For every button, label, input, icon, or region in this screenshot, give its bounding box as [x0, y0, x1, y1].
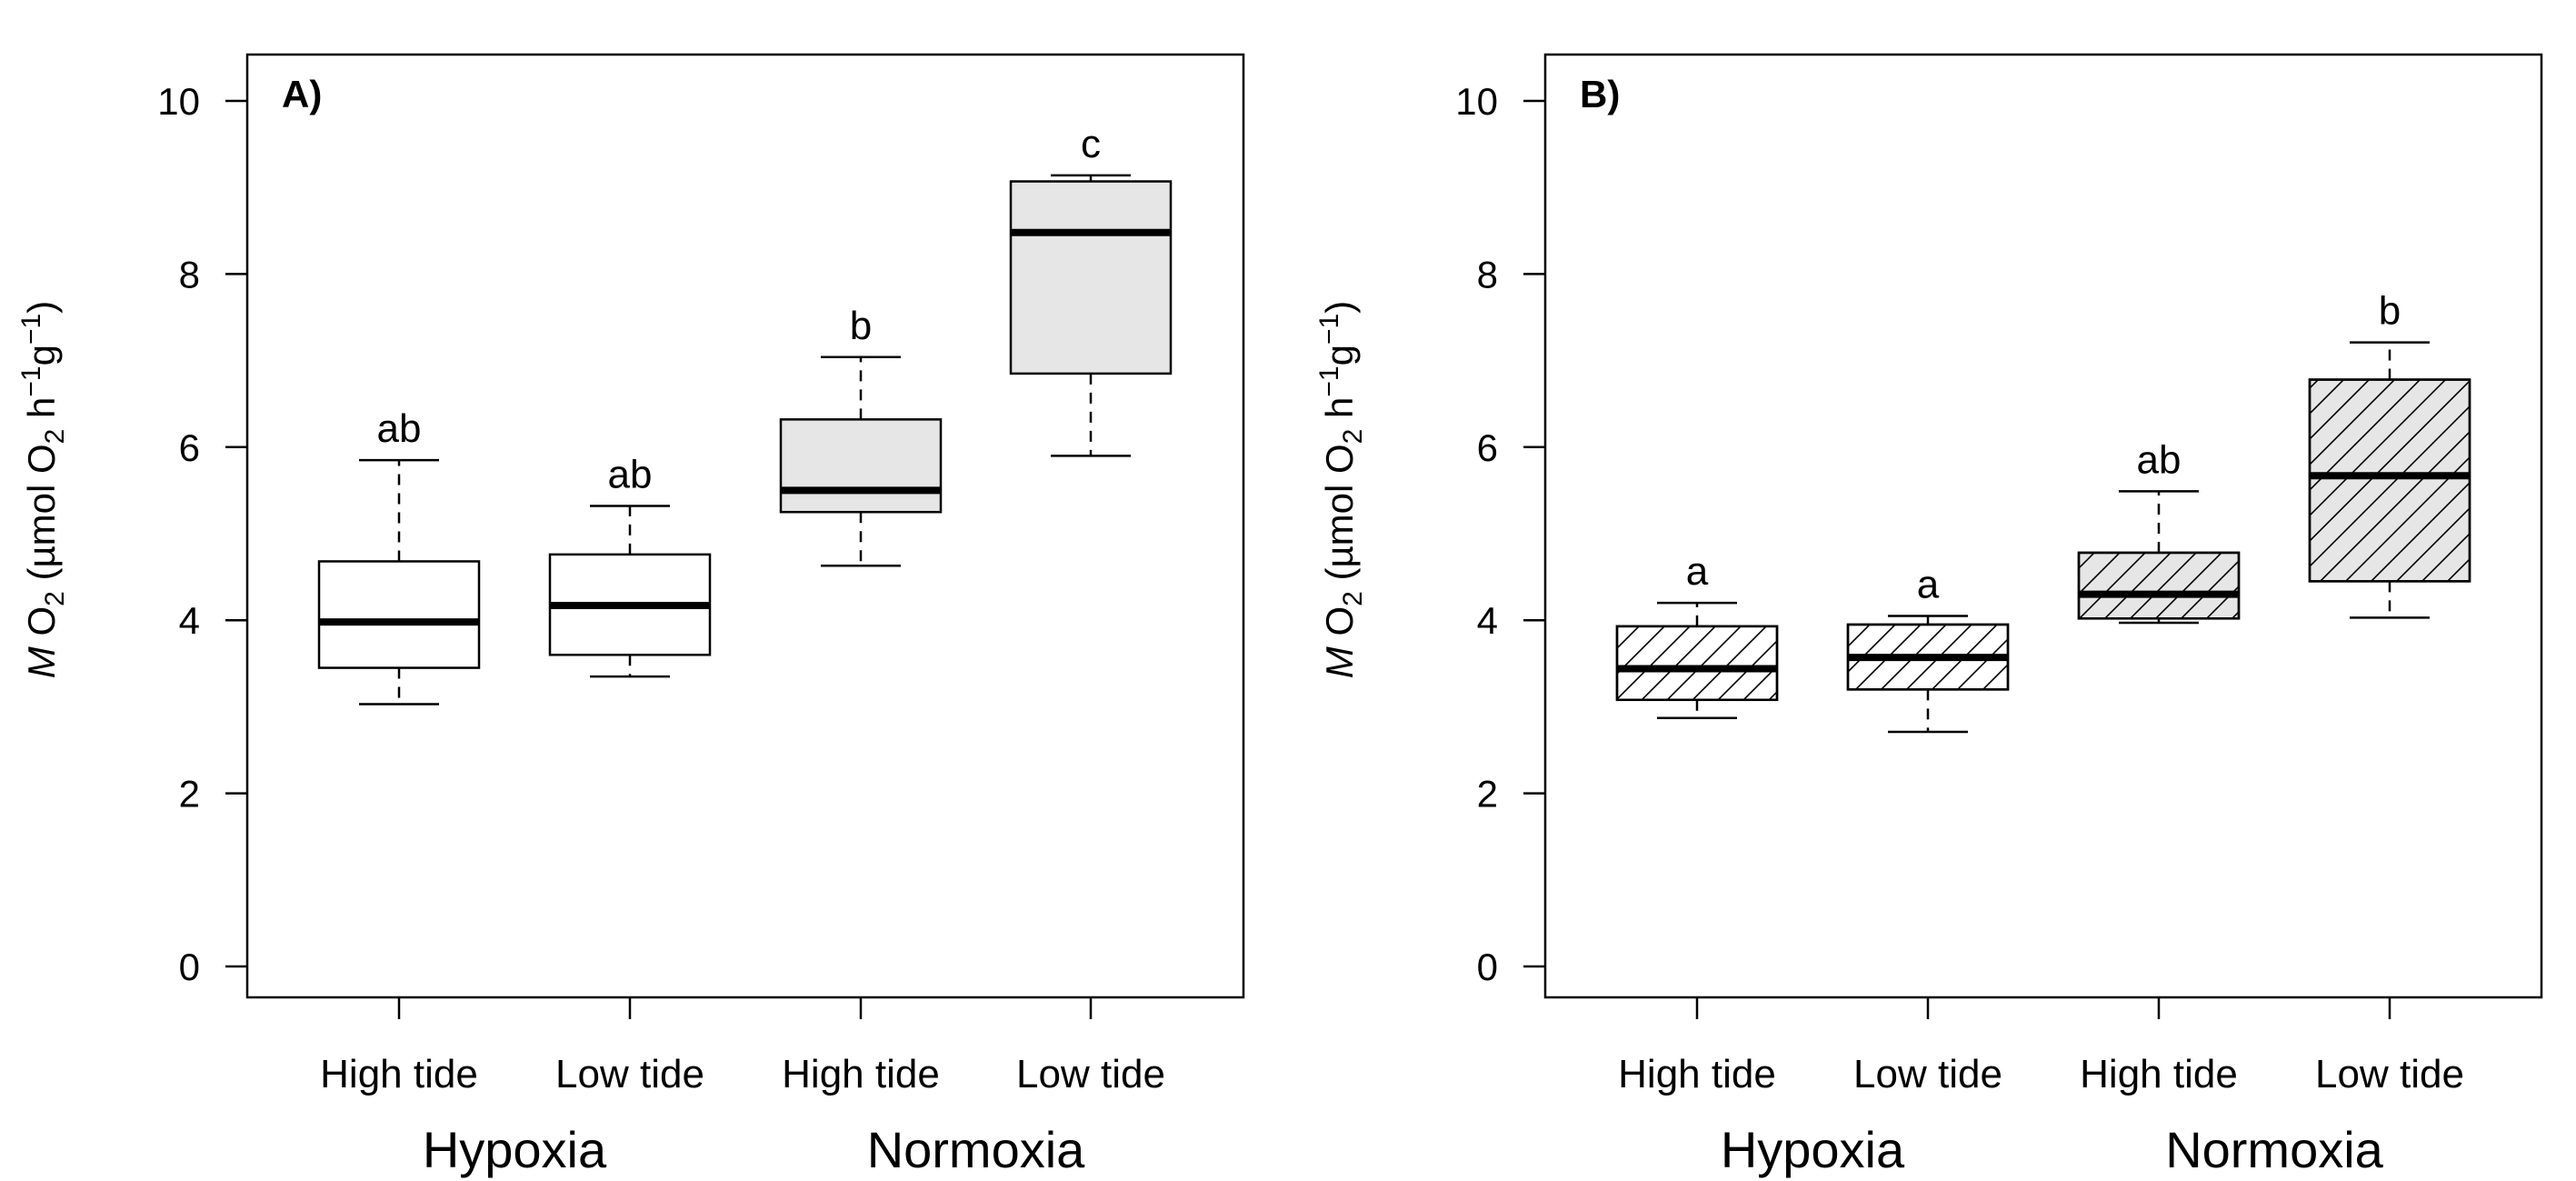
box-0: a	[1615, 549, 1779, 720]
box-0: ab	[317, 406, 481, 706]
box-hatch	[2077, 551, 2241, 620]
y-tick-label: 4	[179, 599, 200, 642]
y-tick-label: 6	[179, 426, 200, 469]
y-tick-label: 10	[1455, 80, 1498, 123]
x-tick-label: Low tide	[1016, 1052, 1165, 1096]
significance-letter: ab	[608, 453, 653, 497]
significance-letter: a	[1686, 549, 1709, 594]
group-label: Normoxia	[867, 1121, 1085, 1178]
x-tick-label: High tide	[1618, 1052, 1776, 1096]
y-tick-label: 4	[1477, 599, 1498, 642]
panel-label: B)	[1580, 73, 1620, 115]
box-hatch	[1615, 625, 1779, 702]
box-3: c	[1009, 122, 1173, 457]
box-2: ab	[2077, 437, 2241, 625]
significance-letter: ab	[377, 406, 422, 451]
y-tick-label: 10	[157, 80, 200, 123]
y-axis-label: M O2 (µmol O2 h−1g−1)	[1314, 301, 1368, 678]
panel-a: A) 0 2 4 6 8 10 M O2 (µmol O2 h−1g−1) High tide L…	[16, 53, 1245, 1178]
group-label: Normoxia	[2165, 1121, 2383, 1178]
box-iqr	[779, 418, 943, 514]
y-tick-label: 0	[179, 946, 200, 988]
y-axis-label: M O2 (µmol O2 h−1g−1)	[16, 301, 70, 678]
box-iqr	[1009, 180, 1173, 375]
panel-b: B) 0 2 4 6 8 10 M O2 (µmol O2 h−1g−1) High tide L…	[1314, 53, 2543, 1178]
box-1: a	[1846, 562, 2010, 734]
group-label: Hypoxia	[1721, 1121, 1905, 1178]
significance-letter: a	[1917, 562, 1940, 606]
x-tick-label: Low tide	[2315, 1052, 2464, 1096]
group-label: Hypoxia	[423, 1121, 607, 1178]
box-3: b	[2308, 289, 2471, 619]
y-tick-label: 6	[1477, 426, 1498, 469]
significance-letter: ab	[2137, 437, 2182, 482]
box-2: b	[779, 304, 943, 567]
box-iqr	[317, 560, 481, 669]
box-hatch	[2308, 378, 2471, 583]
significance-letter: c	[1081, 122, 1101, 166]
x-tick-label: High tide	[2080, 1052, 2238, 1096]
y-tick-label: 2	[1477, 773, 1498, 816]
panel-label: A)	[282, 73, 322, 115]
significance-letter: b	[2379, 289, 2401, 334]
x-tick-label: Low tide	[1853, 1052, 2002, 1096]
significance-letter: b	[850, 304, 872, 348]
plot-frame	[245, 53, 1245, 999]
x-tick-label: High tide	[782, 1052, 940, 1096]
plot-frame	[1543, 53, 2543, 999]
y-tick-label: 0	[1477, 946, 1498, 988]
box-1: ab	[548, 453, 712, 678]
x-tick-label: High tide	[320, 1052, 478, 1096]
x-tick-label: Low tide	[555, 1052, 704, 1096]
y-tick-label: 8	[1477, 253, 1498, 295]
y-tick-label: 2	[179, 773, 200, 816]
y-tick-label: 8	[179, 253, 200, 295]
